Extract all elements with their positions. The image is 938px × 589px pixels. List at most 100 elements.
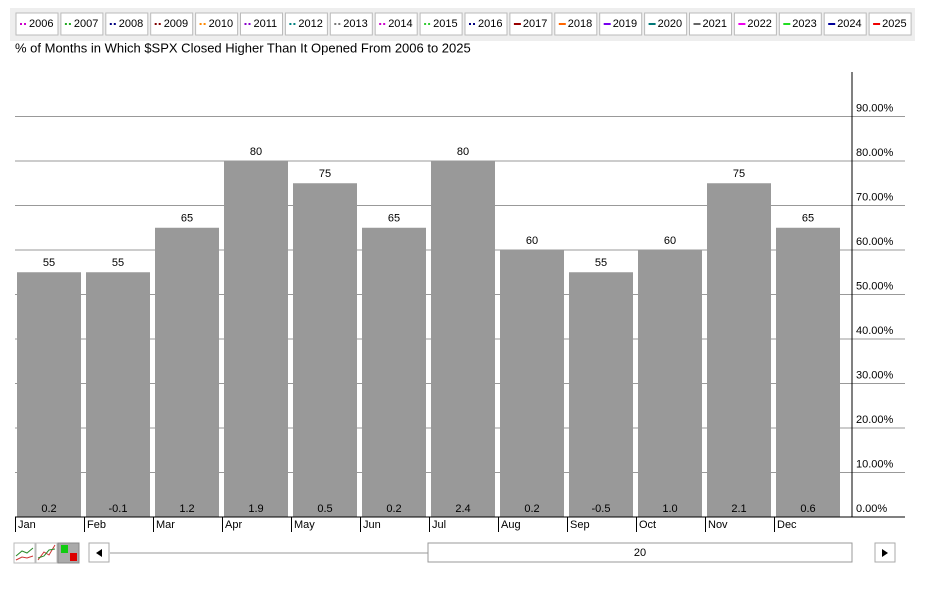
plot-area: 0.00% 10.00% 20.00% 30.00% 40.00% 50.00% 60.00… [15,72,905,532]
legend-label: 2007 [74,18,98,30]
value-label: 75 [319,168,331,180]
chart-title: % of Months in Which $SPX Closed Higher … [15,40,471,55]
avg-change-label: -0.1 [109,503,128,515]
value-label: 65 [802,213,814,225]
bar [500,250,564,517]
avg-change-label: 2.4 [455,503,470,515]
legend-label: 2017 [523,18,547,30]
bar [17,272,81,517]
legend-item[interactable] [329,12,373,36]
avg-change-label: 0.2 [41,503,56,515]
avg-change-label: 1.0 [662,503,677,515]
arrow-right [882,549,888,557]
legend-label: 2022 [747,18,771,30]
legend-item[interactable] [778,12,822,36]
x-tick-label: Dec [777,519,797,531]
avg-change-label: 0.2 [524,503,539,515]
legend-item[interactable] [195,12,239,36]
legend-label: 2014 [388,18,412,30]
legend-item[interactable] [60,12,104,36]
legend-label: 2020 [658,18,682,30]
legend-item[interactable] [150,12,194,36]
icon-line [15,555,34,561]
value-label: 55 [595,257,607,269]
x-tick-label: Mar [156,519,175,531]
legend-label: 2023 [792,18,816,30]
y-tick-label: 80.00% [856,147,894,159]
value-label: 55 [43,257,55,269]
legend-item[interactable] [733,12,777,36]
legend-item[interactable] [374,12,418,36]
y-tick-label: 0.00% [856,503,887,515]
value-label: 75 [733,168,745,180]
avg-change-label: 2.1 [731,503,746,515]
x-tick-label: Jun [363,519,381,531]
value-label: 65 [181,213,193,225]
legend-label: 2021 [703,18,727,30]
y-tick-label: 40.00% [856,325,894,337]
legend-item[interactable] [419,12,463,36]
value-label: 80 [457,146,469,158]
x-tick-label: Jan [18,519,36,531]
legend-item[interactable] [240,12,283,36]
x-tick-label: Apr [225,519,242,531]
icon-bar [70,553,77,561]
legend-label: 2025 [882,18,906,30]
legend-label: 2015 [433,18,457,30]
value-label: 55 [112,257,124,269]
bar [638,250,702,517]
y-tick-label: 90.00% [856,102,894,114]
value-label: 80 [250,146,262,158]
line-chart-icon[interactable] [13,542,36,564]
y-tick-label: 70.00% [856,191,894,203]
legend-item[interactable] [823,12,867,36]
value-label: 60 [526,235,538,247]
x-tick-label: Aug [501,519,521,531]
legend-item[interactable] [689,12,732,36]
avg-change-label: 0.5 [317,503,332,515]
bar [569,272,633,517]
arrow-left [96,549,102,557]
legend-label: 2008 [119,18,143,30]
bar [431,161,495,517]
x-tick-label: Feb [87,519,106,531]
legend-item[interactable] [868,12,912,36]
legend-label: 2009 [164,18,188,30]
icon-bar [61,545,68,553]
y-tick-label: 50.00% [856,280,894,292]
bar [86,272,150,517]
legend-item[interactable] [284,12,328,36]
legend-label: 2012 [298,18,322,30]
avg-change-label: 0.2 [386,503,401,515]
legend-item[interactable] [599,12,643,36]
x-tick-label: Oct [639,519,656,531]
legend-item[interactable] [15,12,59,36]
x-tick-label: Nov [708,519,728,531]
legend-item[interactable] [509,12,553,36]
legend-label: 2006 [29,18,53,30]
slider-thumb[interactable] [427,542,853,563]
legend-item[interactable] [554,12,598,36]
y-tick-label: 20.00% [856,414,894,426]
bar [224,161,288,517]
legend-item[interactable] [644,12,688,36]
icon-line [15,547,34,557]
y-tick-label: 10.00% [856,458,894,470]
bar [293,183,357,517]
legend-label: 2010 [209,18,233,30]
legend-label: 2018 [568,18,592,30]
legend-label: 2013 [343,18,367,30]
value-label: 65 [388,213,400,225]
legend-item[interactable] [464,12,508,36]
slider-label: 20 [634,547,646,559]
avg-change-label: 1.2 [179,503,194,515]
legend-item[interactable] [105,12,149,36]
controls: 20 [13,542,896,564]
legend: 2006 2007 2008 2009 2010 2011 2012 2013 2014 2015… [15,12,912,36]
legend-label: 2011 [254,18,278,30]
bar [362,227,426,517]
legend-label: 2019 [613,18,637,30]
x-tick-label: May [294,519,315,531]
y-tick-label: 30.00% [856,369,894,381]
avg-change-label: 1.9 [248,503,263,515]
